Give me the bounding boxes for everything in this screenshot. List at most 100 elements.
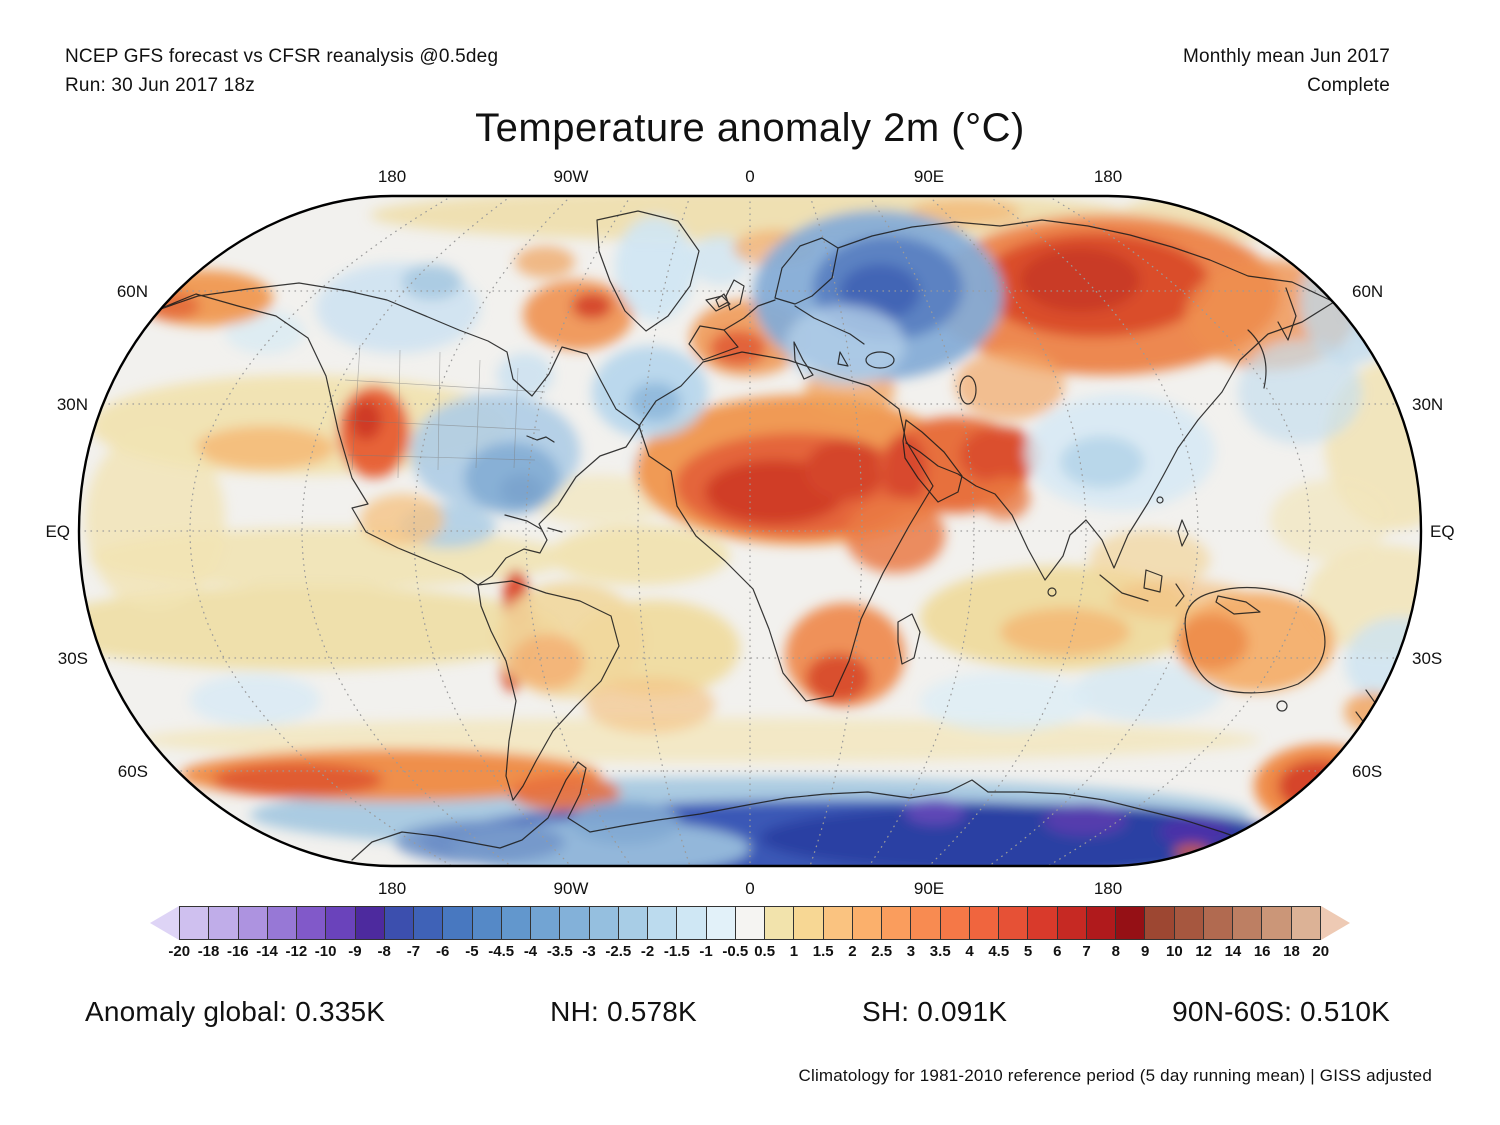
colorbar-cell: [1086, 907, 1116, 939]
coast-iberia: [688, 325, 739, 361]
colorbar-cell: [1116, 907, 1146, 939]
stat-global: Anomaly global: 0.335K: [85, 996, 386, 1027]
colorbar-tick-label: 3.5: [929, 943, 951, 960]
lat-label-right-30s: 30S: [1412, 649, 1442, 668]
coast-iceland: [705, 295, 731, 312]
colorbar-tick-label: -1.5: [663, 943, 690, 960]
coast-italy: [793, 341, 814, 380]
lat-label-left-60n: 60N: [117, 282, 148, 301]
colorbar-cell: [852, 907, 882, 939]
colorbar-tick-label: 14: [1224, 943, 1242, 960]
colorbar-cell: [443, 907, 473, 939]
colorbar-cell: [794, 907, 824, 939]
colorbar-cell: [267, 907, 297, 939]
colorbar-cell: [531, 907, 561, 939]
colorbar-tick-label: -7: [406, 943, 421, 960]
lon-label-bottom-180e: 180: [1094, 879, 1122, 898]
coast-japan: [1247, 329, 1267, 389]
coast-caspian-sea: [959, 375, 977, 405]
lon-label-top-90e: 90E: [914, 167, 944, 186]
colorbar-cell: [501, 907, 531, 939]
coast-greenland: [596, 210, 700, 332]
colorbar-tick-label: -4.5: [488, 943, 515, 960]
lat-label-right-30n: 30N: [1412, 395, 1443, 414]
colorbar-tick-label: 16: [1253, 943, 1271, 960]
map-border: [77, 194, 1423, 868]
colorbar-cell: [648, 907, 678, 939]
coast-antarctica: [351, 761, 1283, 863]
colorbar-tick-label: 9: [1140, 943, 1150, 960]
anomaly-field: [79, 196, 1421, 866]
colorbar-tick-label: 3: [906, 943, 916, 960]
lon-label-top-180w: 180: [378, 167, 406, 186]
colorbar-cell: [1203, 907, 1233, 939]
lon-label-bottom-90e: 90E: [914, 879, 944, 898]
colorbar-tick-label: -2.5: [605, 943, 632, 960]
colorbar-cell: [823, 907, 853, 939]
colorbar-cell: [560, 907, 590, 939]
coast-sri-lanka: [1047, 587, 1057, 597]
coast-britain: [715, 279, 745, 311]
colorbar-cell: [735, 907, 765, 939]
lon-label-top-0: 0: [745, 167, 754, 186]
colorbar-tick-label: 20: [1312, 943, 1330, 960]
colorbar-tick-label: -4: [523, 943, 538, 960]
colorbar-cells: [179, 906, 1321, 940]
colorbar: [150, 906, 1350, 940]
colorbar-tick-label: -2: [640, 943, 655, 960]
colorbar-tick-label: 18: [1283, 943, 1300, 960]
lat-label-left-eq: EQ: [45, 522, 70, 541]
coast-asia: [837, 219, 1335, 581]
colorbar-tick-label: -8: [377, 943, 391, 960]
colorbar-tick-label: -6: [436, 943, 450, 960]
colorbar-tick-label: 10: [1166, 943, 1183, 960]
colorbar-tick-label: -9: [348, 943, 362, 960]
stat-sh: SH: 0.091K: [861, 996, 1008, 1027]
lat-label-left-60s: 60S: [118, 762, 148, 781]
colorbar-tick-label: -1: [699, 943, 713, 960]
graticule: [79, 196, 1421, 866]
colorbar-tick-label: 8: [1111, 943, 1121, 960]
colorbar-cell: [1174, 907, 1204, 939]
anomaly-map: 180 90W 0 90E 180 180 90W 0 90E 180 60N …: [45, 167, 1454, 898]
lat-label-right-eq: EQ: [1430, 522, 1455, 541]
stat-nh: NH: 0.578K: [550, 996, 697, 1027]
colorbar-cell: [1291, 907, 1320, 939]
colorbar-cell: [384, 907, 414, 939]
header-right: Monthly mean Jun 2017 Complete: [1183, 42, 1390, 101]
coast-europe-north: [723, 299, 865, 345]
stat-90n-60s: 90N-60S: 0.510K: [1172, 996, 1390, 1027]
coast-south-america: [477, 580, 620, 801]
colorbar-cell: [414, 907, 444, 939]
colorbar-cell: [1057, 907, 1087, 939]
colorbar-cell: [706, 907, 736, 939]
colorbar-cell: [326, 907, 356, 939]
colorbar-tick-label: -20: [168, 943, 191, 960]
colorbar-tick-label: -3: [582, 943, 596, 960]
colorbar-left-arrow: [150, 906, 179, 940]
coast-cuba: [504, 514, 563, 533]
colorbar-cell: [1233, 907, 1263, 939]
colorbar-tick-label: -18: [197, 943, 220, 960]
axis-labels: 180 90W 0 90E 180 180 90W 0 90E 180 60N …: [45, 167, 1454, 898]
coast-great-lakes: [526, 435, 555, 443]
colorbar-tick-label: -14: [256, 943, 278, 960]
page-title: Temperature anomaly 2m (°C): [475, 106, 1025, 150]
colorbar-cell: [969, 907, 999, 939]
coast-taiwan: [1156, 496, 1164, 504]
colorbar-tick-label: 4.5: [988, 943, 1010, 960]
colorbar-cell: [677, 907, 707, 939]
coast-north-america: [151, 282, 641, 586]
colorbar-cell: [297, 907, 327, 939]
colorbar-ticks: -20 -18 -16 -14 -12 -10 -9 -8 -7 -6 -5 -4.5 -4 -3.5 -3…: [150, 943, 1350, 967]
summary-stats: Anomaly global: 0.335K NH: 0.578K SH: 0.…: [85, 996, 1390, 1028]
colorbar-cell: [765, 907, 795, 939]
colorbar-cell: [589, 907, 619, 939]
colorbar-cell: [355, 907, 385, 939]
colorbar-tick-label: -16: [226, 943, 249, 960]
colorbar-cell: [472, 907, 502, 939]
lon-label-bottom-180w: 180: [378, 879, 406, 898]
colorbar-cell: [180, 907, 210, 939]
lon-label-bottom-90w: 90W: [554, 879, 589, 898]
lat-label-right-60s: 60S: [1352, 762, 1382, 781]
